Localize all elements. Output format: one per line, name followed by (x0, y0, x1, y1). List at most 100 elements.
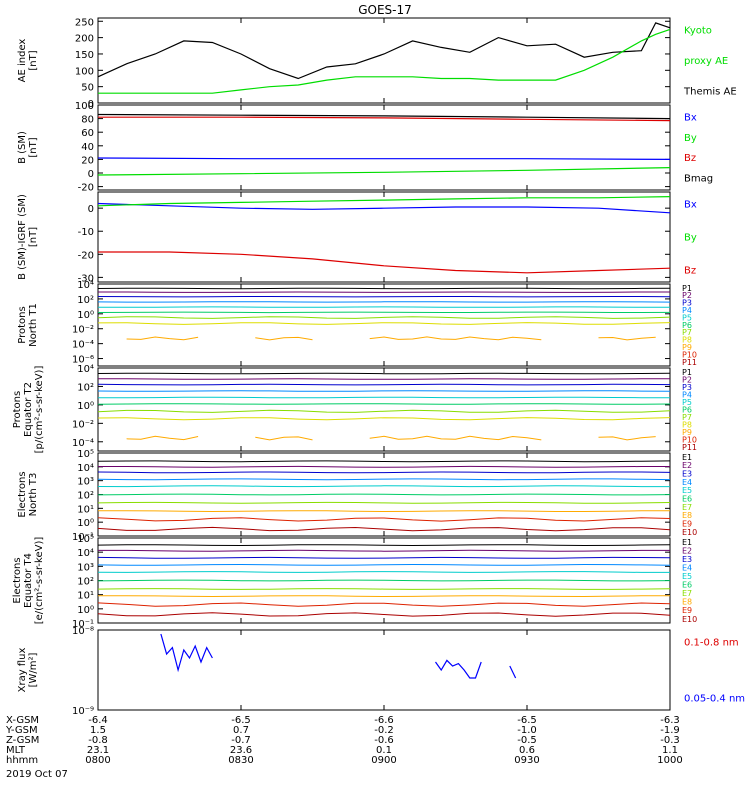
xray-segment (509, 665, 517, 679)
panel-frame (97, 191, 671, 283)
ephemeris-value: -0.6 (374, 735, 394, 746)
y-tick-label: 10⁻² (72, 325, 94, 336)
sparse-channel-line (255, 436, 313, 441)
y-tick-label: 10⁵ (77, 449, 94, 460)
legend-label: Bz (684, 266, 696, 277)
legend-label: P9 (682, 428, 692, 437)
legend-label: E10 (682, 615, 697, 624)
y-tick-label: 10⁰ (77, 310, 94, 321)
legend-label: E4 (682, 478, 692, 487)
legend-label: E3 (682, 470, 692, 479)
ephemeris-value: 1000 (657, 755, 682, 766)
legend-label: Bx (684, 200, 697, 211)
legend-label: P2 (682, 375, 692, 384)
ephemeris-row-label: Z-GSM (6, 735, 39, 746)
y-axis-label-line: AE index (17, 39, 28, 83)
legend-label: E9 (682, 606, 692, 615)
panel-frame (97, 367, 671, 452)
ephemeris-value: 0800 (85, 755, 110, 766)
legend-label: Bx (684, 113, 697, 124)
ephemeris-row-label: X-GSM (6, 715, 39, 726)
panel-bigrf: -30 -20 -10 0 B (SM)-IGRF (SM)[nT] Bx By Bz (17, 191, 697, 284)
y-tick-label: 10⁻¹ (72, 532, 94, 543)
series-bmag (97, 113, 671, 120)
legend-label: Bmag (684, 174, 713, 185)
ephemeris-value: -0.7 (231, 735, 251, 746)
y-axis-label-line: Electrons (12, 557, 23, 603)
ephemeris-value: 1.5 (90, 725, 106, 736)
y-tick-label: 10⁴ (77, 548, 94, 559)
xray-segment (435, 659, 482, 679)
flux-channel-line (97, 311, 671, 314)
y-tick-label: 10⁻¹ (72, 619, 94, 630)
y-tick-label: 10⁻⁹ (72, 706, 94, 717)
ephemeris-value: 0.7 (233, 725, 249, 736)
y-tick-label: 10³ (77, 477, 94, 488)
ephemeris-row-label: hhmm (6, 755, 38, 766)
plot-title: GOES-17 (358, 3, 412, 17)
legend-label: By (684, 233, 697, 244)
y-tick-label: 10¹ (77, 591, 94, 602)
y-axis-label-line: [p/(cm²-s-sr-keV)] (34, 366, 45, 454)
y-tick-label: 10⁴ (77, 364, 94, 375)
legend-label: P8 (682, 336, 692, 345)
flux-channel-line (97, 588, 671, 590)
y-tick-label: -20 (78, 250, 94, 261)
y-axis-label-line: B (SM) (17, 131, 28, 164)
legend-label: E5 (682, 486, 692, 495)
legend-label: P10 (682, 350, 697, 359)
flux-channel-line (97, 563, 671, 566)
legend-label: P3 (682, 299, 692, 308)
legend-label: P11 (682, 443, 697, 452)
y-tick-label: 10⁰ (77, 518, 94, 529)
series-themis-ae (97, 22, 671, 80)
flux-channel-line (97, 544, 671, 547)
flux-channel-line (97, 595, 671, 598)
ephemeris-value: -0.5 (517, 735, 537, 746)
legend-label: P3 (682, 383, 692, 392)
legend-label: E2 (682, 461, 692, 470)
flux-channel-line (97, 403, 671, 405)
panel-ae: 0 50 100 150 200 250 AE index[nT] Kyoto proxy AE… (17, 17, 737, 110)
flux-channel-line (97, 396, 671, 399)
ephemeris-value: 1.1 (662, 745, 678, 756)
ephemeris-value: -0.3 (660, 735, 680, 746)
legend-label: P5 (682, 398, 692, 407)
y-axis-label: ElectronsNorth T3 (17, 471, 39, 517)
ephemeris-value: 0930 (514, 755, 539, 766)
y-tick-label: 10⁻² (72, 419, 94, 430)
y-tick-label: 10⁴ (77, 463, 94, 474)
ephemeris-value: -0.2 (374, 725, 394, 736)
flux-channel-line (98, 549, 670, 552)
legend-label: E10 (682, 528, 697, 537)
y-axis-label-line: [nT] (28, 227, 39, 247)
legend-label: E8 (682, 511, 692, 520)
y-tick-label: 40 (81, 142, 94, 153)
flux-channel-line (97, 383, 671, 386)
legend-label: P7 (682, 413, 692, 422)
series-bx (97, 202, 671, 214)
legend-label: P1 (682, 284, 692, 293)
flux-channel-line (97, 612, 671, 617)
y-axis-label-line: [nT] (28, 50, 39, 70)
y-axis-label: ProtonsNorth T1 (17, 303, 39, 347)
series-bz (98, 251, 671, 274)
ephemeris-value: -1.9 (660, 725, 680, 736)
y-axis-label: ProtonsEquator T2[p/(cm²-s-sr-keV)] (12, 366, 45, 454)
y-tick-label: 0 (88, 169, 94, 180)
legend-label: E8 (682, 598, 692, 607)
flux-channel-line (97, 390, 671, 392)
y-tick-label: 60 (81, 128, 94, 139)
y-tick-label: 20 (81, 155, 94, 166)
series-kyoto-proxy-ae (98, 28, 671, 94)
ephemeris-value: 23.6 (230, 745, 252, 756)
flux-channel-line (97, 471, 671, 474)
flux-channel-line (97, 517, 671, 522)
flux-channel-line (98, 465, 670, 468)
sparse-channel-line (598, 436, 656, 441)
legend-label: P6 (682, 405, 692, 414)
date-label: 2019 Oct 07 (6, 769, 68, 780)
y-tick-label: 10¹ (77, 504, 94, 515)
flux-channel-line (97, 316, 671, 319)
